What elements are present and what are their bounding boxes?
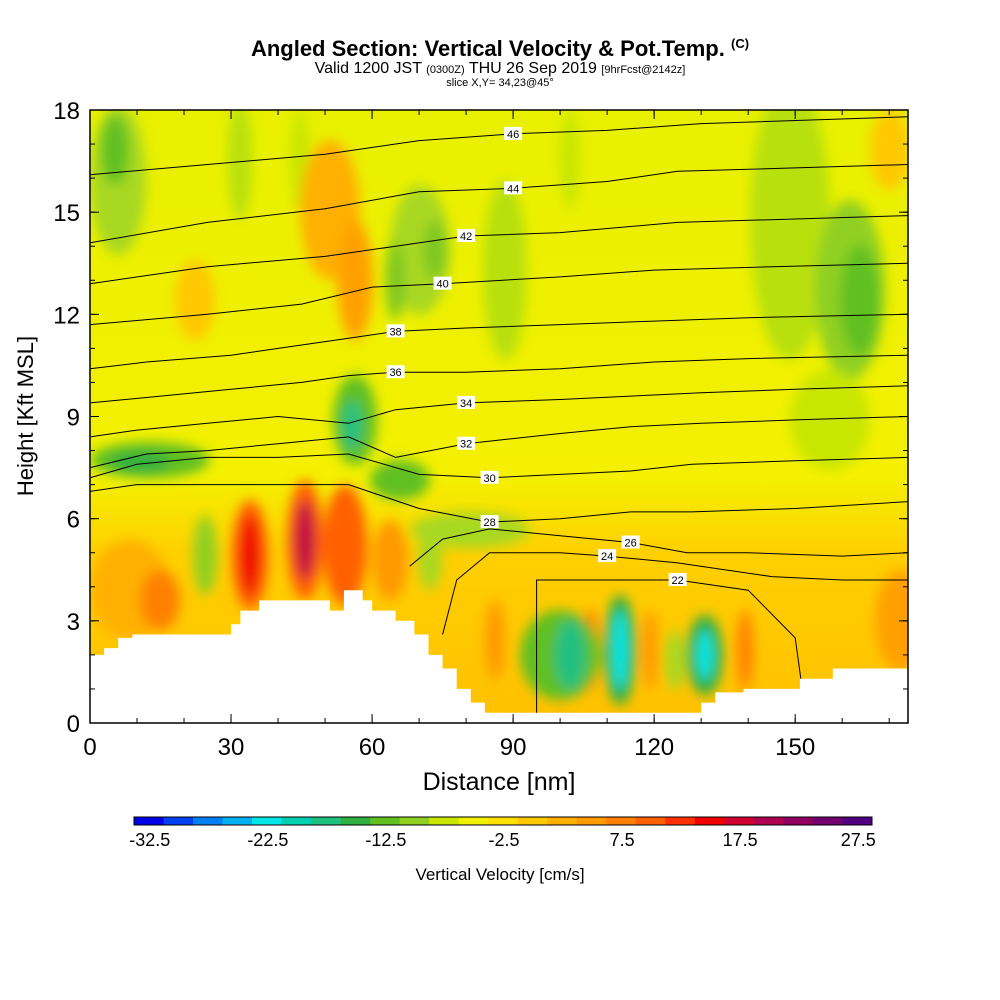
contour-label-text: 26: [625, 538, 637, 550]
contour-label-46: 46: [504, 126, 523, 141]
colorbar-swatch: [547, 817, 578, 825]
y-tick-label: 18: [53, 98, 80, 125]
colorbar-swatch: [694, 817, 725, 825]
colorbar-swatch: [783, 817, 814, 825]
theta-contour-28: [90, 484, 908, 523]
theta-contour-32: [90, 416, 908, 469]
contour-label-text: 46: [507, 129, 519, 141]
colorbar-swatch: [812, 817, 843, 825]
valid-time: Valid 1200 JST: [314, 60, 422, 77]
colorbar-swatch: [842, 817, 873, 825]
colorbar-tick-label: -2.5: [488, 830, 519, 850]
y-tick-label: 15: [53, 200, 80, 227]
contour-labels: 22 24 26 28 30 32 34 36 38 40 42 44 46: [386, 126, 687, 587]
colorbar-swatch: [252, 817, 283, 825]
vertical-velocity-field: [90, 110, 908, 723]
contour-label-text: 32: [460, 439, 472, 451]
colorbar-tick-label: -32.5: [129, 830, 170, 850]
valid-utc: (0300Z): [426, 64, 465, 76]
colorbar-swatch: [222, 817, 253, 825]
x-tick-label: 60: [359, 734, 386, 761]
colorbar-swatch: [193, 817, 224, 825]
contour-label-text: 28: [483, 517, 495, 529]
colorbar-swatch: [488, 817, 519, 825]
contour-label-text: 36: [389, 367, 401, 379]
x-axis-label: Distance [nm]: [423, 768, 576, 796]
contour-label-text: 24: [601, 551, 613, 563]
colorbar-tick-label: -22.5: [247, 830, 288, 850]
colorbar-swatch: [576, 817, 607, 825]
colorbar-swatch: [163, 817, 194, 825]
contour-label-30: 30: [480, 470, 499, 485]
colorbar-swatch: [429, 817, 460, 825]
y-tick-label: 0: [67, 711, 80, 738]
contour-label-38: 38: [386, 324, 405, 338]
valid-time-line: Valid 1200 JST (0300Z) THU 26 Sep 2019 […: [0, 60, 1000, 78]
colorbar-frame: [133, 816, 873, 826]
colorbar-swatch: [517, 817, 548, 825]
contour-label-text: 42: [460, 231, 472, 243]
chart-title-text: Angled Section: Vertical Velocity & Pot.…: [250, 36, 725, 61]
contour-label-26: 26: [621, 535, 640, 550]
valid-date: THU 26 Sep 2019: [468, 60, 597, 77]
terrain: [90, 590, 908, 723]
colorbar-swatch: [281, 817, 312, 825]
colorbar-tick-label: 7.5: [610, 830, 635, 850]
x-tick-label: 0: [83, 734, 96, 761]
theta-contour-30: [90, 453, 908, 479]
y-axis-label: Height [Kft MSL]: [13, 336, 38, 496]
contour-label-text: 38: [389, 326, 401, 338]
y-tick-label: 12: [53, 302, 80, 329]
colorbar-tick-label: 17.5: [723, 830, 758, 850]
contour-label-28: 28: [480, 515, 499, 529]
x-tick-label: 90: [500, 734, 527, 761]
colorbar-swatch: [134, 817, 165, 825]
contour-label-text: 44: [507, 183, 519, 195]
theta-contour-34: [90, 385, 908, 438]
colorbar-tick-label: -12.5: [365, 830, 406, 850]
x-tick-label: 150: [775, 734, 815, 761]
colorbar-swatch: [340, 817, 371, 825]
x-tick-label: 120: [634, 734, 674, 761]
colorbar-swatch: [399, 817, 430, 825]
y-tick-label: 3: [67, 609, 80, 636]
colorbar-swatch: [311, 817, 342, 825]
contour-label-44: 44: [504, 181, 523, 195]
copyright-mark: (C): [731, 36, 750, 51]
colorbar-tick-label: 27.5: [841, 830, 876, 850]
contour-label-40: 40: [433, 276, 452, 291]
contour-label-36: 36: [386, 365, 405, 379]
contour-label-42: 42: [457, 229, 476, 243]
colorbar-swatch: [753, 817, 784, 825]
slice-info: slice X,Y= 34,23@45°: [446, 77, 554, 89]
chart-titles: Angled Section: Vertical Velocity & Pot.…: [0, 0, 1000, 100]
contour-label-text: 40: [436, 279, 448, 291]
y-tick-label: 6: [67, 507, 80, 534]
contour-label-34: 34: [457, 395, 476, 410]
colorbar-swatch: [606, 817, 637, 825]
colorbar-swatch: [635, 817, 666, 825]
colorbar-swatch: [724, 817, 755, 825]
contour-label-text: 30: [483, 473, 495, 485]
contour-label-text: 34: [460, 398, 472, 410]
colorbar-swatch: [370, 817, 401, 825]
colorbar: -32.5 -22.5 -12.5 -2.5 7.5 17.5 27.5: [129, 816, 876, 850]
forecast-info: [9hrFcst@2142z]: [601, 64, 686, 76]
chart-title: Angled Section: Vertical Velocity & Pot.…: [0, 36, 1000, 62]
y-tick-label: 9: [67, 405, 80, 432]
contour-label-22: 22: [668, 572, 687, 587]
colorbar-swatch: [665, 817, 696, 825]
colorbar-swatch: [458, 817, 489, 825]
contour-label-24: 24: [598, 549, 617, 563]
x-tick-label: 30: [218, 734, 245, 761]
contour-label-32: 32: [457, 436, 476, 451]
colorbar-label: Vertical Velocity [cm/s]: [415, 865, 584, 884]
contour-label-text: 22: [672, 575, 684, 587]
theta-contour-46: [90, 116, 908, 176]
